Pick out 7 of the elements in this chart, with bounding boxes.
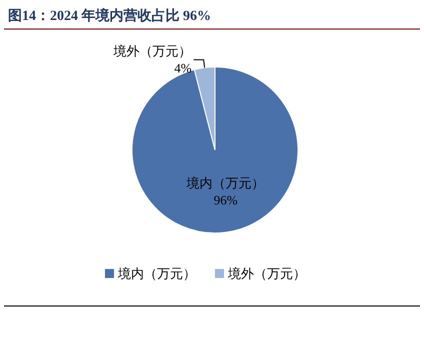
legend-label: 境内（万元） xyxy=(117,266,196,281)
slice-label: 境外（万元） xyxy=(112,44,192,59)
chart-title: 图14：2024 年境内营收占比 96% xyxy=(8,7,211,24)
legend-label: 境外（万元） xyxy=(227,266,306,281)
data-label: 4% xyxy=(174,60,192,76)
data-label: 96% xyxy=(214,192,238,208)
slice-label: 境内（万元） xyxy=(186,175,265,190)
